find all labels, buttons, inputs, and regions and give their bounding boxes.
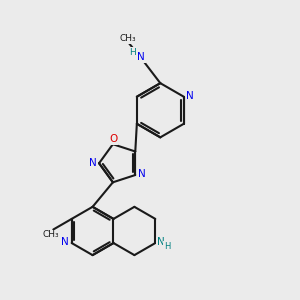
Text: N: N xyxy=(138,169,146,179)
Text: N: N xyxy=(61,238,69,248)
Text: O: O xyxy=(110,134,118,144)
Text: H: H xyxy=(130,48,136,57)
Text: N: N xyxy=(186,91,194,101)
Text: CH₃: CH₃ xyxy=(42,230,59,239)
Text: H: H xyxy=(164,242,170,251)
Text: CH₃: CH₃ xyxy=(120,34,136,43)
Text: N: N xyxy=(89,158,97,168)
Text: N: N xyxy=(157,238,164,248)
Text: N: N xyxy=(137,52,145,62)
